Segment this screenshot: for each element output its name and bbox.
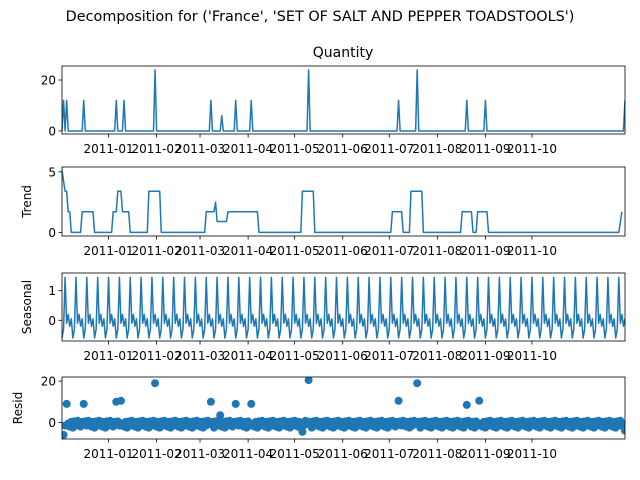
x-tick-label: 2011-08 (412, 142, 462, 156)
x-tick-label: 2011-09 (460, 447, 510, 461)
axes-frame (61, 376, 626, 440)
axes-frame (61, 65, 626, 135)
resid-axis-label: Resid (11, 392, 25, 424)
x-tick-label: 2011-09 (460, 349, 510, 363)
x-tick-label: 2011-02 (132, 447, 182, 461)
x-tick-label: 2011-03 (175, 244, 225, 258)
resid-point (298, 427, 307, 436)
x-tick-label: 2011-02 (132, 349, 182, 363)
resid-point (79, 399, 88, 408)
y-tick-label: 0 (48, 124, 56, 138)
resid-panel: 0202011-012011-022011-032011-042011-0520… (11, 375, 626, 461)
resid-point (231, 399, 240, 408)
x-tick-label: 2011-07 (364, 244, 414, 258)
x-tick-label: 2011-04 (223, 349, 273, 363)
x-tick-label: 2011-01 (83, 349, 133, 363)
plot-area (62, 276, 625, 339)
plot-area (62, 377, 625, 439)
x-tick-label: 2011-10 (507, 349, 557, 363)
resid-point (462, 400, 471, 409)
resid-point (216, 411, 225, 420)
y-tick-label: 0 (48, 226, 56, 240)
x-tick-label: 2011-06 (318, 244, 368, 258)
resid-point (413, 379, 422, 388)
x-tick-label: 2011-04 (223, 447, 273, 461)
plot-area (62, 170, 623, 234)
x-tick-label: 2011-05 (270, 244, 320, 258)
trend-panel: 052011-012011-022011-032011-042011-05201… (20, 165, 626, 258)
y-tick-label: 0 (48, 314, 56, 328)
resid-point (394, 396, 403, 405)
x-tick-label: 2011-05 (270, 447, 320, 461)
x-tick-label: 2011-07 (364, 447, 414, 461)
x-tick-label: 2011-07 (364, 349, 414, 363)
x-tick-label: 2011-08 (412, 447, 462, 461)
x-tick-label: 2011-08 (412, 244, 462, 258)
trend-axis-label: Trend (20, 185, 34, 219)
resid-point (62, 399, 71, 408)
x-tick-label: 2011-08 (412, 349, 462, 363)
x-tick-label: 2011-03 (175, 447, 225, 461)
x-tick-label: 2011-03 (175, 349, 225, 363)
resid-point (475, 396, 484, 405)
x-tick-label: 2011-06 (318, 447, 368, 461)
y-tick-label: 20 (41, 74, 56, 88)
x-tick-label: 2011-10 (507, 244, 557, 258)
y-tick-label: 0 (48, 416, 56, 430)
x-tick-label: 2011-03 (175, 142, 225, 156)
resid-point (151, 379, 160, 388)
trend-series-line (62, 170, 623, 234)
x-tick-label: 2011-02 (132, 142, 182, 156)
y-tick-label: 20 (41, 375, 56, 389)
x-tick-label: 2011-01 (83, 244, 133, 258)
x-tick-label: 2011-10 (507, 142, 557, 156)
x-tick-label: 2011-04 (223, 142, 273, 156)
figure-suptitle: Decomposition for ('France', 'SET OF SAL… (66, 9, 575, 25)
axes-frame (61, 166, 626, 237)
plot-area (62, 69, 625, 132)
resid-point (304, 377, 313, 385)
x-tick-label: 2011-10 (507, 447, 557, 461)
resid-point (459, 423, 468, 432)
x-tick-label: 2011-06 (318, 142, 368, 156)
seasonal-series-line (62, 276, 625, 339)
y-tick-label: 1 (48, 284, 56, 298)
x-tick-label: 2011-02 (132, 244, 182, 258)
quantity-series-line (62, 69, 625, 132)
quantity-panel-title: Quantity (313, 45, 374, 61)
seasonal-panel: 012011-012011-022011-032011-042011-05201… (20, 272, 626, 363)
y-tick-label: 5 (48, 165, 56, 179)
quantity-panel: 0202011-012011-022011-032011-042011-0520… (41, 65, 626, 156)
resid-point (621, 426, 625, 435)
x-tick-label: 2011-04 (223, 244, 273, 258)
x-tick-label: 2011-06 (318, 349, 368, 363)
seasonal-axis-label: Seasonal (20, 280, 34, 334)
resid-point (62, 430, 68, 439)
resid-point (247, 399, 256, 408)
x-tick-label: 2011-01 (83, 142, 133, 156)
x-tick-label: 2011-09 (460, 244, 510, 258)
x-tick-label: 2011-01 (83, 447, 133, 461)
resid-point (206, 397, 215, 406)
resid-point (116, 396, 125, 405)
x-tick-label: 2011-05 (270, 142, 320, 156)
x-tick-label: 2011-05 (270, 349, 320, 363)
axes-frame (61, 272, 626, 342)
x-tick-label: 2011-09 (460, 142, 510, 156)
x-tick-label: 2011-07 (364, 142, 414, 156)
